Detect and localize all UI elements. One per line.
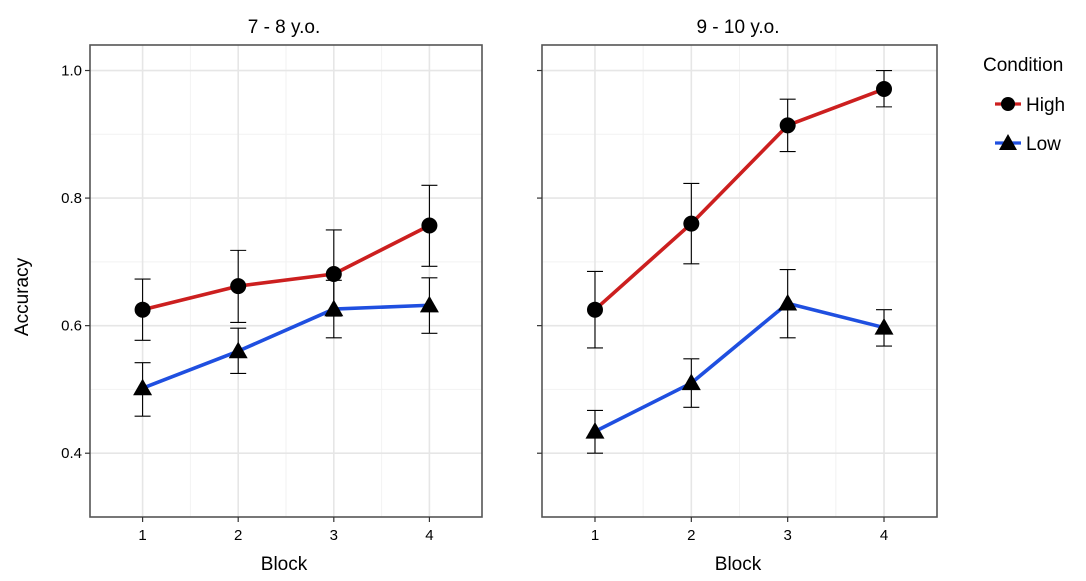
legend-marker-triangle: [999, 134, 1017, 150]
data-point-high: [586, 301, 603, 318]
data-point-high: [683, 215, 700, 232]
data-point-low: [874, 318, 894, 335]
x-tick-label: 3: [783, 527, 791, 544]
x-axis-title: Block: [715, 554, 762, 575]
legend-entry-high: High: [995, 95, 1065, 116]
x-tick-label: 1: [591, 527, 599, 544]
data-point-low: [778, 293, 798, 311]
legend-label-low: Low: [1026, 134, 1061, 155]
data-point-low: [133, 378, 153, 396]
legend-marker-circle: [1001, 97, 1015, 111]
series-line-low: [141, 303, 430, 390]
series-line-low: [594, 301, 885, 434]
data-point-high: [779, 117, 796, 134]
x-tick-label: 2: [234, 527, 242, 544]
legend-entry-low: Low: [995, 134, 1061, 155]
legend-label-high: High: [1026, 95, 1065, 116]
data-point-high: [134, 301, 151, 318]
legend-title: Condition: [983, 55, 1063, 76]
data-point-high: [876, 81, 893, 98]
data-point-low: [228, 341, 248, 359]
x-tick-label: 4: [880, 527, 888, 544]
y-tick-label: 0.6: [61, 318, 82, 335]
x-tick-label: 3: [330, 527, 338, 544]
panel-title: 9 - 10 y.o.: [696, 17, 779, 38]
series-line-high: [142, 223, 431, 312]
y-tick-label: 1.0: [61, 63, 82, 80]
y-axis-title: Accuracy: [12, 257, 33, 336]
y-tick-label: 0.4: [61, 445, 82, 462]
data-point-high: [325, 265, 342, 282]
panel-7-8: 7 - 8 y.o. 0.4 0.6 0.8 1.0 1 2 3 4: [61, 17, 483, 544]
panel-title: 7 - 8 y.o.: [248, 17, 321, 38]
x-tick-label: 1: [138, 527, 146, 544]
x-axis-title: Block: [261, 554, 308, 575]
legend: Condition High Low: [983, 55, 1065, 155]
panel-border: [541, 44, 938, 518]
data-point-low: [681, 373, 701, 391]
data-point-low: [324, 299, 344, 317]
data-point-high: [421, 217, 438, 234]
data-point-low: [585, 422, 605, 439]
grid: [542, 45, 937, 518]
panel-9-10: 9 - 10 y.o. 1 2 3 4: [537, 17, 938, 544]
y-tick-label: 0.8: [61, 190, 82, 207]
data-point-low: [419, 295, 439, 313]
panel-border: [89, 44, 483, 518]
x-tick-label: 2: [687, 527, 695, 544]
series-line-high: [593, 87, 885, 312]
data-point-high: [230, 278, 247, 295]
x-tick-label: 4: [425, 527, 433, 544]
